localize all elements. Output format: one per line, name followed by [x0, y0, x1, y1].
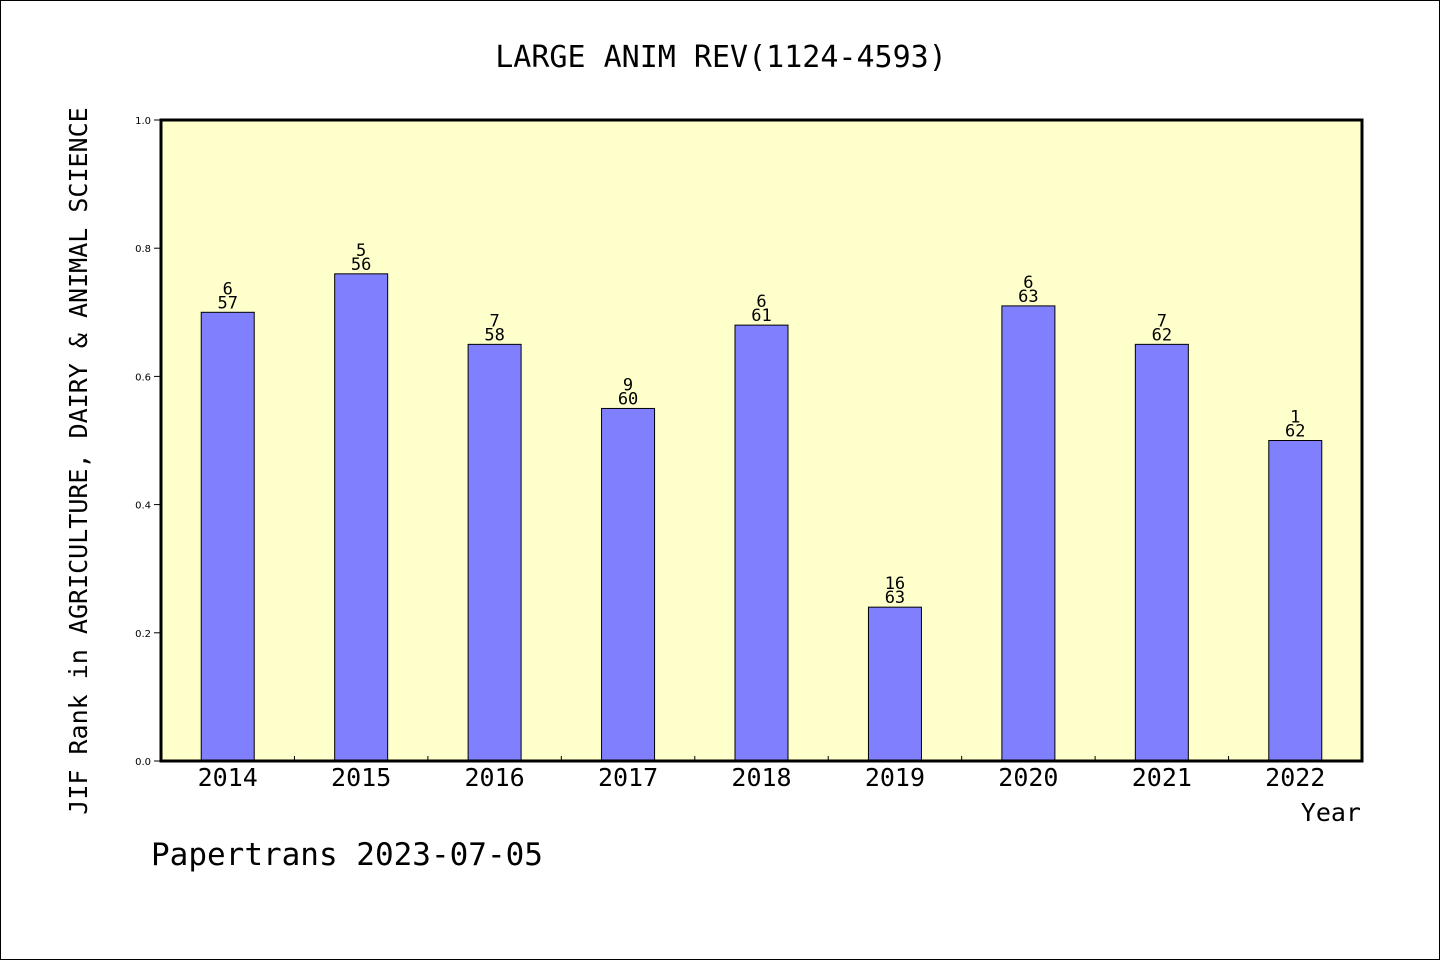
- bar-rank-label: 5: [356, 241, 366, 261]
- bar-total-label: 62: [1152, 325, 1172, 345]
- x-axis-label: Year: [1301, 798, 1361, 827]
- bar-rank-label: 6: [1023, 273, 1033, 293]
- bar-total-label: 56: [351, 255, 371, 275]
- x-tick-label: 2020: [998, 763, 1058, 792]
- chart-title: LARGE ANIM REV(1124-4593): [495, 40, 947, 75]
- bar-total-label: 61: [751, 306, 771, 326]
- bar-2019: [867, 606, 922, 762]
- y-tick-label: 0.6: [135, 372, 151, 383]
- x-axis: 2014 2015 2016 2017 2018 2019 2020 2021 2022: [198, 756, 1325, 792]
- bar-rank-label: 16: [885, 574, 905, 594]
- bar-rank-label: 7: [489, 311, 499, 331]
- y-tick-label: 0.8: [135, 244, 151, 255]
- bar-2017: [601, 407, 656, 762]
- bar-2021: [1134, 343, 1189, 762]
- x-tick-label: 2015: [331, 763, 391, 792]
- bar-rank-label: 9: [623, 375, 633, 395]
- x-tick-label: 2014: [198, 763, 258, 792]
- bar-2014: [200, 311, 255, 762]
- x-tick-label: 2021: [1132, 763, 1192, 792]
- bar-total-label: 58: [484, 325, 504, 345]
- bar-total-label: 57: [217, 293, 237, 313]
- bar-total-label: 63: [885, 588, 905, 608]
- x-tick-label: 2016: [465, 763, 525, 792]
- y-axis: 0.0 0.2 0.4 0.6 0.8 1.0: [135, 116, 161, 768]
- bar-total-label: 62: [1285, 422, 1305, 442]
- bar-rank-label: 6: [756, 292, 766, 312]
- footer-credit: Papertrans 2023-07-05: [151, 837, 543, 873]
- bar-total-label: 60: [618, 389, 638, 409]
- bar-2020: [1001, 305, 1056, 762]
- bar-2016: [467, 343, 522, 762]
- y-axis-label: JIF Rank in AGRICULTURE, DAIRY & ANIMAL …: [64, 107, 93, 814]
- y-tick-label: 0.4: [135, 501, 151, 512]
- bar-rank-label: 6: [223, 279, 233, 299]
- bar-total-label: 63: [1018, 287, 1038, 307]
- y-tick-label: 0.2: [135, 629, 151, 640]
- plot-border: [159, 118, 1364, 763]
- x-tick-label: 2017: [598, 763, 658, 792]
- x-tick-label: 2022: [1265, 763, 1325, 792]
- x-tick-label: 2018: [731, 763, 791, 792]
- x-tick-label: 2019: [865, 763, 925, 792]
- y-tick-label: 0.0: [135, 757, 151, 768]
- bar-rank-label: 1: [1290, 408, 1300, 428]
- y-tick-label: 1.0: [135, 116, 151, 127]
- bar-2022: [1268, 440, 1323, 762]
- bar-2015: [334, 273, 389, 762]
- bar-rank-label: 7: [1157, 311, 1167, 331]
- bars: [200, 273, 1323, 762]
- bar-2018: [734, 324, 789, 762]
